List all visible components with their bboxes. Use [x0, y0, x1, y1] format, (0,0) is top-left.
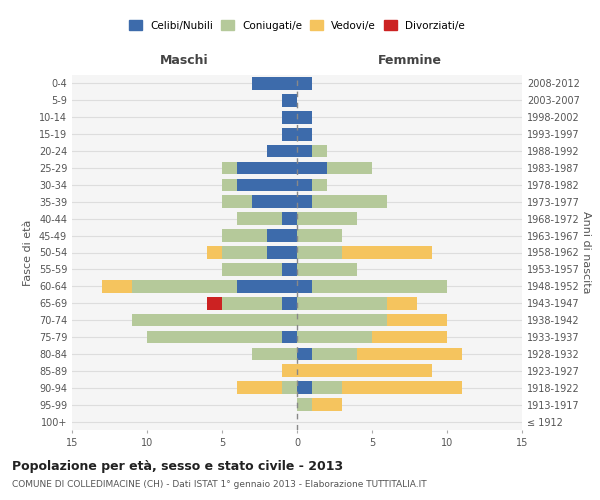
- Bar: [267, 246, 297, 259]
- Y-axis label: Fasce di età: Fasce di età: [23, 220, 33, 286]
- Bar: [297, 382, 312, 394]
- Bar: [207, 297, 222, 310]
- Bar: [312, 398, 342, 411]
- Bar: [102, 280, 132, 292]
- Bar: [297, 348, 312, 360]
- Bar: [252, 196, 297, 208]
- Bar: [147, 330, 282, 344]
- Bar: [222, 230, 267, 242]
- Bar: [282, 330, 297, 344]
- Bar: [297, 77, 312, 90]
- Bar: [207, 246, 222, 259]
- Bar: [312, 144, 327, 158]
- Bar: [282, 263, 297, 276]
- Bar: [222, 196, 252, 208]
- Bar: [282, 111, 297, 124]
- Bar: [237, 212, 282, 225]
- Bar: [222, 297, 282, 310]
- Bar: [282, 382, 297, 394]
- Bar: [282, 94, 297, 106]
- Bar: [297, 364, 432, 377]
- Bar: [222, 162, 237, 174]
- Bar: [297, 330, 372, 344]
- Bar: [297, 178, 312, 191]
- Bar: [222, 246, 267, 259]
- Bar: [282, 297, 297, 310]
- Bar: [297, 398, 312, 411]
- Bar: [312, 280, 447, 292]
- Text: Femmine: Femmine: [377, 54, 442, 68]
- Bar: [297, 314, 387, 326]
- Bar: [297, 128, 312, 140]
- Bar: [312, 382, 342, 394]
- Bar: [132, 314, 297, 326]
- Bar: [237, 382, 282, 394]
- Bar: [387, 314, 447, 326]
- Bar: [297, 280, 312, 292]
- Bar: [222, 263, 282, 276]
- Bar: [267, 144, 297, 158]
- Bar: [297, 230, 342, 242]
- Bar: [312, 196, 387, 208]
- Bar: [357, 348, 462, 360]
- Bar: [237, 178, 297, 191]
- Bar: [282, 364, 297, 377]
- Text: Popolazione per età, sesso e stato civile - 2013: Popolazione per età, sesso e stato civil…: [12, 460, 343, 473]
- Bar: [342, 246, 432, 259]
- Bar: [267, 230, 297, 242]
- Text: COMUNE DI COLLEDIMACINE (CH) - Dati ISTAT 1° gennaio 2013 - Elaborazione TUTTITA: COMUNE DI COLLEDIMACINE (CH) - Dati ISTA…: [12, 480, 427, 489]
- Bar: [372, 330, 447, 344]
- Text: Maschi: Maschi: [160, 54, 209, 68]
- Y-axis label: Anni di nascita: Anni di nascita: [581, 211, 591, 294]
- Bar: [312, 348, 357, 360]
- Bar: [297, 297, 387, 310]
- Bar: [297, 144, 312, 158]
- Legend: Celibi/Nubili, Coniugati/e, Vedovi/e, Divorziati/e: Celibi/Nubili, Coniugati/e, Vedovi/e, Di…: [125, 16, 469, 35]
- Bar: [312, 178, 327, 191]
- Bar: [132, 280, 237, 292]
- Bar: [297, 196, 312, 208]
- Bar: [327, 162, 372, 174]
- Bar: [297, 212, 357, 225]
- Bar: [297, 162, 327, 174]
- Bar: [282, 212, 297, 225]
- Bar: [342, 382, 462, 394]
- Bar: [297, 263, 357, 276]
- Bar: [237, 162, 297, 174]
- Bar: [222, 178, 237, 191]
- Bar: [297, 111, 312, 124]
- Bar: [237, 280, 297, 292]
- Bar: [252, 348, 297, 360]
- Bar: [297, 246, 342, 259]
- Bar: [387, 297, 417, 310]
- Bar: [252, 77, 297, 90]
- Bar: [282, 128, 297, 140]
